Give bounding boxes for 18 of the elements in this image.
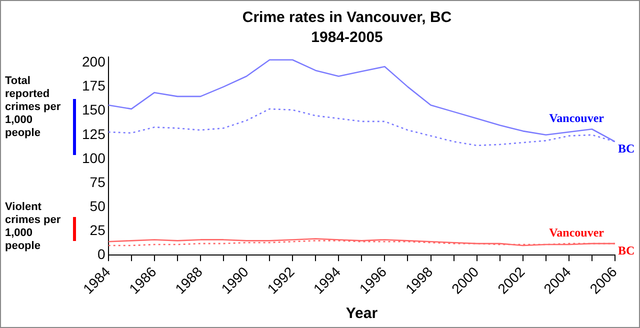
series-label: BC [618,142,635,156]
chart-subtitle: 1984-2005 [311,29,383,46]
x-axis-title: Year [346,305,378,322]
y-tick-label: 175 [82,78,106,94]
series-label: Vancouver [549,226,605,240]
y-tick-label: 150 [82,102,106,118]
y-tick-label: 125 [82,126,106,142]
chart-title: Crime rates in Vancouver, BC [242,9,452,26]
series-label: BC [618,244,635,258]
y-tick-label: 50 [90,198,106,214]
y-tick-label: 75 [90,174,106,190]
y-axis-title: Total reported crimes per 1,000 people [5,75,62,140]
y-tick-label: 25 [90,222,106,238]
y-tick-label: 200 [82,54,106,70]
y-tick-label: 0 [98,246,106,262]
y-tick-label: 100 [82,150,106,166]
text: Violent crimes per 1,000 people [5,201,62,253]
series-label: Vancouver [549,111,605,126]
